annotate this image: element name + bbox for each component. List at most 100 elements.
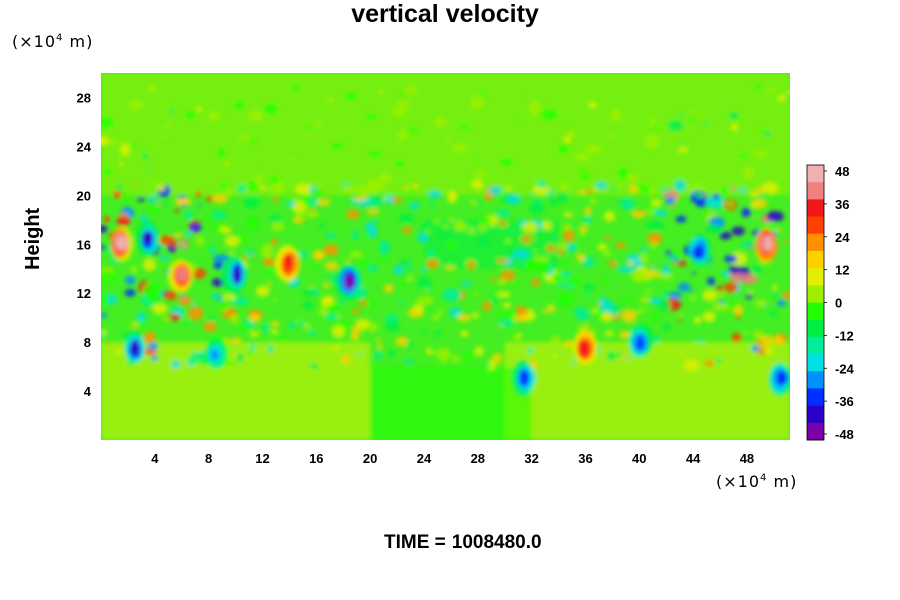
field-cell: [772, 284, 778, 291]
field-cell: [174, 232, 182, 238]
field-cell: [536, 180, 548, 188]
field-cell: [497, 291, 511, 298]
field-feature: [764, 235, 773, 252]
field-cell: [101, 332, 106, 338]
field-cell: [712, 302, 730, 312]
field-cell: [689, 289, 694, 292]
field-cell: [576, 325, 587, 331]
field-cell: [552, 272, 565, 285]
field-cell: [677, 282, 691, 292]
field-cell: [473, 159, 478, 162]
field-cell: [195, 190, 201, 198]
field-cell: [349, 251, 363, 258]
field-cell: [774, 335, 784, 346]
field-cell: [303, 197, 311, 207]
field-cell: [366, 209, 380, 215]
field-cell: [237, 183, 247, 193]
field-cell: [770, 309, 777, 318]
field-cell: [650, 199, 662, 207]
field-cell: [405, 85, 418, 95]
field-cell: [280, 333, 287, 341]
field-cell: [479, 217, 493, 224]
field-cell: [398, 213, 415, 223]
field-cell: [114, 348, 123, 355]
field-cell: [603, 210, 616, 222]
field-cell: [169, 108, 176, 114]
field-cell: [188, 306, 204, 321]
field-cell: [724, 254, 738, 263]
field-cell: [541, 220, 553, 230]
x-tick-label: 20: [363, 451, 377, 466]
field-cell: [288, 321, 296, 330]
field-cell: [381, 255, 389, 262]
field-cell: [328, 324, 334, 329]
field-cell: [266, 282, 273, 286]
field-cell: [695, 191, 704, 198]
field-cell: [499, 356, 505, 362]
field-cell: [391, 197, 403, 203]
field-cell: [516, 307, 528, 316]
field-cell: [665, 346, 675, 354]
field-cell: [782, 291, 790, 300]
field-cell: [591, 308, 597, 314]
field-cell: [109, 138, 119, 145]
field-cell: [449, 217, 454, 221]
field-cell: [195, 235, 204, 247]
field-cell: [702, 311, 716, 323]
field-cell: [558, 143, 569, 155]
field-cell: [143, 282, 163, 298]
field-cell: [168, 232, 175, 237]
field-cell: [606, 350, 616, 362]
field-cell: [152, 303, 168, 315]
field-cell: [499, 270, 516, 281]
colorbar-swatch: [807, 354, 824, 372]
field-cell: [680, 353, 685, 357]
field-cell: [247, 179, 258, 193]
field-cell: [271, 221, 285, 232]
field-cell: [179, 294, 188, 300]
field-cell: [604, 235, 612, 241]
colorbar-tick-label: 48: [835, 164, 849, 179]
field-cell: [219, 226, 232, 234]
field-cell: [511, 281, 517, 285]
field-cell: [426, 350, 434, 355]
field-cell: [260, 244, 274, 258]
field-cell: [677, 318, 681, 322]
colorbar-swatch: [807, 182, 824, 200]
field-cell: [586, 294, 591, 299]
field-cell: [483, 363, 492, 368]
field-cell: [537, 262, 552, 275]
field-cell: [497, 312, 516, 320]
colorbar-swatch: [807, 233, 824, 252]
field-cell: [478, 189, 483, 192]
field-cell: [781, 336, 788, 341]
field-cell: [627, 260, 634, 265]
field-cell: [366, 180, 384, 194]
field-cell: [622, 297, 633, 305]
field-cell: [232, 100, 246, 110]
field-cell: [416, 276, 432, 289]
field-cell: [467, 260, 476, 270]
time-value: 1008480.0: [451, 532, 542, 553]
field-feature: [130, 338, 140, 355]
x-tick-label: 32: [524, 451, 538, 466]
field-cell: [176, 243, 186, 249]
field-feature: [344, 274, 355, 290]
x-tick-label: 24: [417, 451, 432, 466]
field-cell: [471, 179, 484, 189]
field-cell: [644, 269, 660, 278]
field-cell: [329, 142, 345, 150]
field-cell: [631, 210, 647, 218]
x-tick-label: 40: [632, 451, 646, 466]
field-cell: [189, 223, 202, 232]
field-cell: [523, 258, 542, 271]
field-cell: [498, 221, 508, 227]
field-cell: [688, 186, 695, 193]
field-cell: [691, 272, 697, 275]
field-cell: [714, 359, 721, 364]
field-cell: [303, 322, 312, 330]
field-cell: [478, 91, 485, 96]
field-cell: [352, 309, 361, 315]
field-cell: [726, 302, 739, 309]
field-cell: [520, 93, 526, 97]
